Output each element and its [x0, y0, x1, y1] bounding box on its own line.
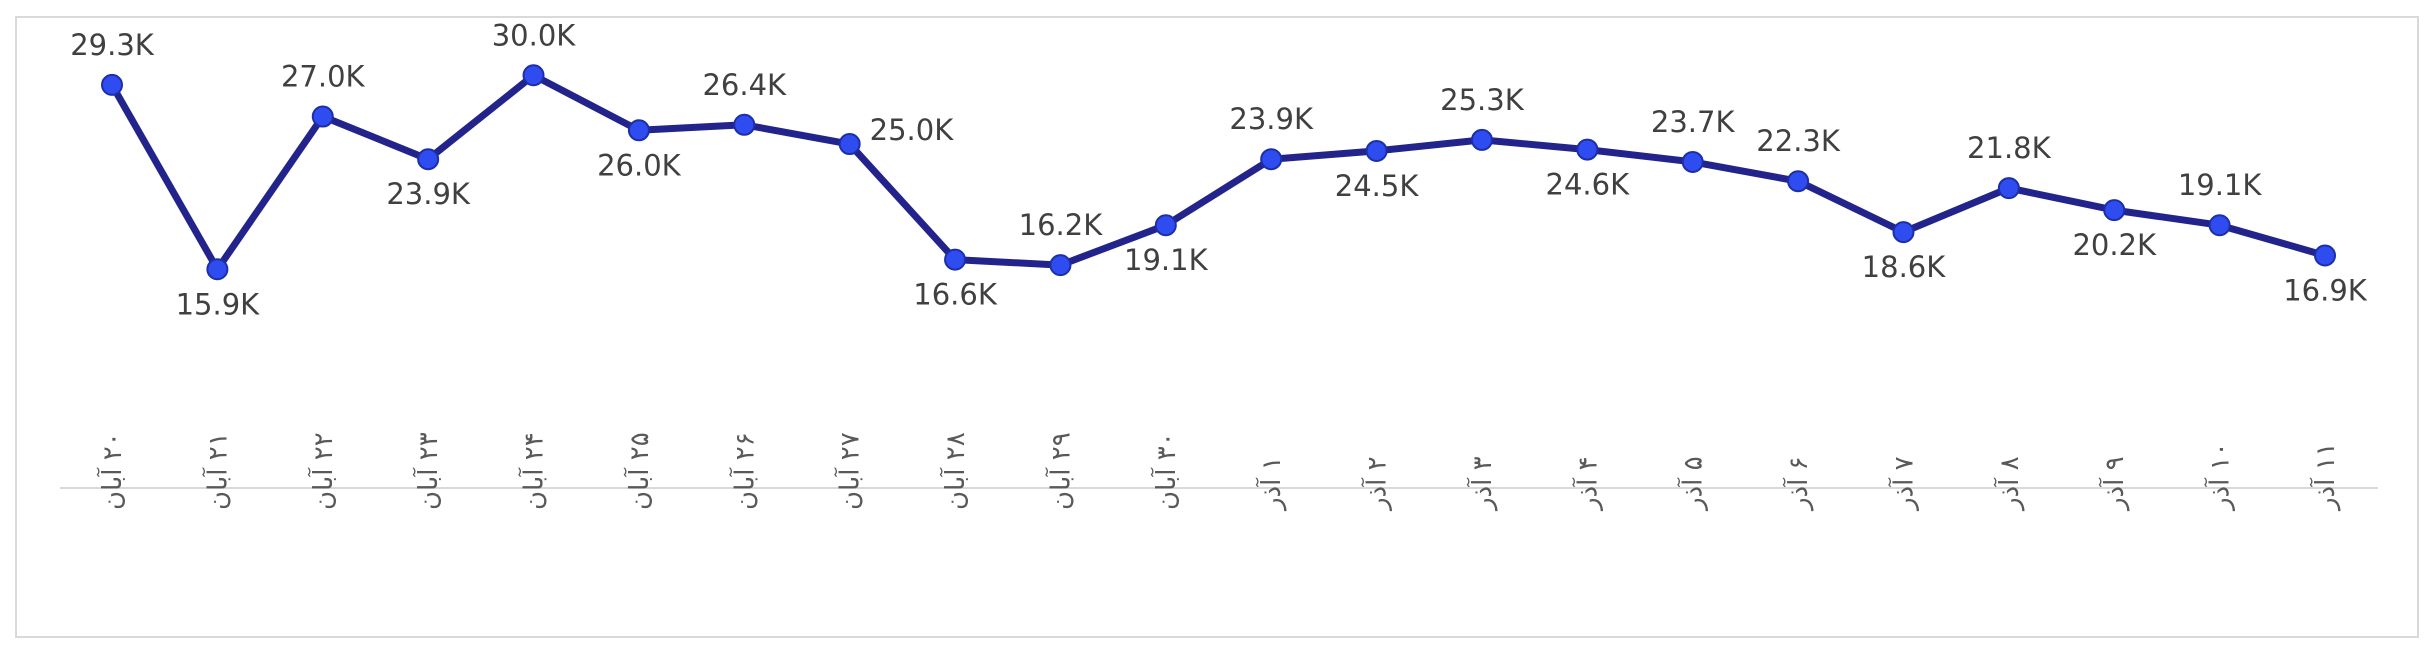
- x-tick-label: ۲۸ آبان: [939, 432, 971, 510]
- data-point: [2103, 199, 2126, 222]
- data-point: [733, 113, 756, 136]
- data-label-layer: 29.3K 15.9K 27.0K 23.9K 30.0K 26.0K 26.4K 25.0K…: [70, 18, 2368, 321]
- data-point: [311, 105, 334, 128]
- data-label: 20.2K: [2072, 228, 2157, 262]
- data-label: 24.5K: [1335, 169, 1420, 203]
- x-tick-label: ۴ آذر: [1571, 456, 1603, 512]
- data-point: [1365, 139, 1388, 162]
- x-tick-label: ۲۲ آبان: [307, 432, 339, 510]
- data-point: [206, 258, 229, 281]
- x-tick-label: ۸ آذر: [1993, 456, 2025, 512]
- data-label: 21.8K: [1967, 131, 2052, 165]
- data-label: 19.1K: [1124, 243, 1209, 277]
- x-tick-label: ۲۹ آبان: [1044, 432, 1076, 510]
- data-point: [1892, 221, 1915, 244]
- series-line-layer: [108, 71, 2329, 273]
- x-tick-label: ۲۱ آبان: [201, 432, 233, 510]
- data-label: 15.9K: [176, 287, 261, 321]
- data-label: 26.0K: [597, 148, 682, 182]
- data-label: 22.3K: [1756, 124, 1841, 158]
- data-label: 27.0K: [281, 60, 366, 94]
- data-point: [1049, 254, 1072, 277]
- data-label: 30.0K: [492, 18, 577, 52]
- x-tick-label: ۱۰ آذر: [2204, 442, 2236, 512]
- x-tick-label: ۱ آذر: [1255, 456, 1287, 512]
- data-point: [417, 148, 440, 171]
- data-label: 29.3K: [70, 28, 155, 62]
- x-tick-label-layer: ۲۰ آبان ۲۱ آبان ۲۲ آبان ۲۳ آبان ۲۴ آبان ۲۵ آب…: [96, 432, 2341, 512]
- chart-frame: [15, 16, 2419, 638]
- x-tick-label: ۳۰ آبان: [1150, 432, 1182, 510]
- data-point: [2208, 214, 2231, 237]
- data-label: 16.9K: [2283, 273, 2368, 307]
- x-tick-label: ۲۵ آبان: [623, 432, 655, 510]
- x-tick-label: ۲۶ آبان: [728, 432, 760, 510]
- data-label: 23.7K: [1651, 105, 1736, 139]
- data-label: 26.4K: [702, 68, 787, 102]
- x-tick-label: ۲۴ آبان: [518, 432, 550, 510]
- x-tick-label: ۵ آذر: [1677, 456, 1709, 512]
- data-label: 16.2K: [1019, 208, 1104, 242]
- data-point: [1997, 177, 2020, 200]
- data-point: [1260, 148, 1283, 171]
- x-tick-label: ۳ آذر: [1466, 456, 1498, 512]
- data-label: 23.9K: [1229, 102, 1314, 136]
- x-tick-label: ۷ آذر: [1887, 456, 1919, 512]
- x-tick-label: ۱۱ آذر: [2309, 442, 2341, 512]
- data-label: 24.6K: [1546, 168, 1631, 202]
- data-point: [2314, 244, 2336, 267]
- x-tick-label: ۲۳ آبان: [412, 432, 444, 510]
- data-point: [944, 248, 967, 271]
- x-tick-label: ۶ آذر: [1782, 456, 1814, 512]
- data-point: [1576, 138, 1599, 161]
- data-point: [101, 73, 123, 96]
- marker-layer: [101, 64, 2336, 281]
- x-tick-label: ۲۷ آبان: [834, 432, 866, 510]
- data-point: [1681, 150, 1704, 173]
- data-point: [1154, 214, 1177, 237]
- x-tick-label: ۹ آذر: [2098, 456, 2130, 512]
- data-label: 25.0K: [870, 113, 955, 147]
- data-label: 23.9K: [386, 177, 471, 211]
- data-label: 25.3K: [1440, 83, 1525, 117]
- data-label: 19.1K: [2178, 168, 2263, 202]
- data-label: 18.6K: [1862, 250, 1947, 284]
- data-point: [838, 133, 861, 156]
- data-point: [1787, 170, 1810, 193]
- x-tick-label: ۲ آذر: [1361, 456, 1393, 512]
- data-point: [627, 119, 650, 142]
- data-label: 16.6K: [913, 278, 998, 312]
- data-point: [522, 64, 545, 87]
- data-point: [1470, 128, 1493, 151]
- series-line: [108, 71, 2329, 273]
- x-tick-label: ۲۰ آبان: [96, 432, 128, 510]
